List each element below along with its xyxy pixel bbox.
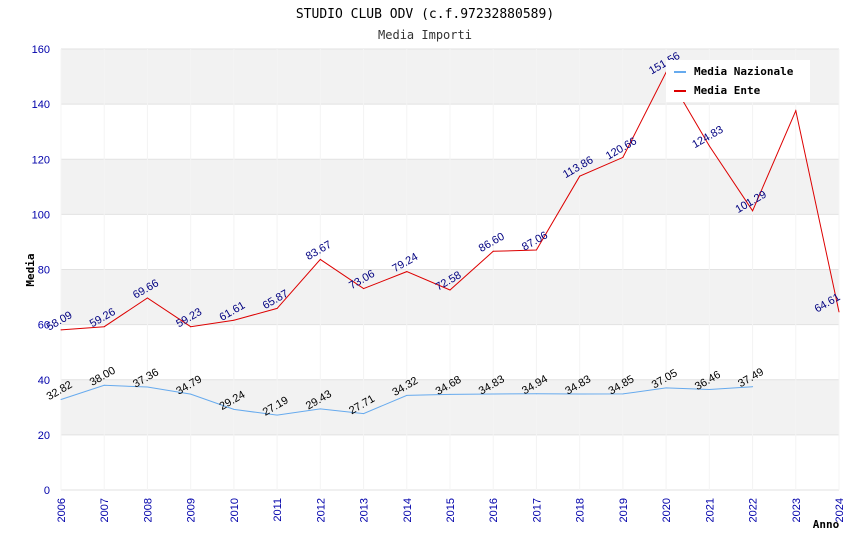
data-point bbox=[276, 307, 278, 309]
y-axis-label: Media bbox=[24, 253, 37, 286]
legend-box bbox=[666, 60, 810, 102]
legend-label-media-ente: Media Ente bbox=[694, 84, 761, 97]
x-tick-label: 2015 bbox=[445, 498, 457, 522]
y-tick-label: 140 bbox=[32, 99, 50, 111]
data-point bbox=[190, 393, 192, 395]
x-tick-label: 2021 bbox=[704, 498, 716, 522]
data-point bbox=[752, 386, 754, 388]
data-point bbox=[708, 389, 710, 391]
x-tick-label: 2010 bbox=[229, 498, 241, 522]
x-tick-label: 2017 bbox=[531, 498, 543, 522]
data-point bbox=[535, 249, 537, 251]
x-axis-label: Anno bbox=[813, 518, 840, 531]
chart-subtitle: Media Importi bbox=[378, 28, 472, 42]
data-point bbox=[665, 387, 667, 389]
data-point bbox=[276, 414, 278, 416]
legend: Media Nazionale Media Ente bbox=[666, 60, 810, 102]
x-tick-label: 2022 bbox=[748, 498, 760, 522]
data-point bbox=[363, 413, 365, 415]
data-point bbox=[708, 145, 710, 147]
x-tick-label: 2013 bbox=[359, 498, 371, 522]
data-point bbox=[449, 393, 451, 395]
y-tick-label: 100 bbox=[32, 209, 50, 221]
y-axis-ticks: 0 20 40 60 80 100 120 140 160 bbox=[32, 44, 50, 497]
data-point bbox=[449, 289, 451, 291]
data-point bbox=[103, 326, 105, 328]
x-tick-label: 2016 bbox=[488, 498, 500, 522]
data-point bbox=[60, 329, 62, 331]
legend-label-media-nazionale: Media Nazionale bbox=[694, 65, 794, 78]
x-tick-label: 2023 bbox=[791, 498, 803, 522]
y-tick-label: 60 bbox=[38, 320, 50, 332]
grid-lines bbox=[60, 48, 840, 491]
x-tick-label: 2014 bbox=[402, 498, 414, 522]
y-tick-label: 40 bbox=[38, 375, 50, 387]
y-tick-label: 160 bbox=[32, 44, 50, 56]
data-point bbox=[622, 156, 624, 158]
x-tick-label: 2008 bbox=[142, 498, 154, 522]
chart-title: STUDIO CLUB ODV (c.f.97232880589) bbox=[296, 7, 554, 22]
data-point bbox=[579, 393, 581, 395]
data-point bbox=[190, 326, 192, 328]
x-tick-label: 2024 bbox=[834, 498, 846, 522]
x-axis-ticks: 2006 2007 2008 2009 2010 2011 2012 2013 2014 2015… bbox=[56, 498, 846, 522]
data-point bbox=[103, 384, 105, 386]
data-point bbox=[579, 175, 581, 177]
data-point bbox=[795, 110, 797, 112]
data-point bbox=[622, 393, 624, 395]
x-tick-label: 2009 bbox=[186, 498, 198, 522]
x-tick-label: 2011 bbox=[272, 498, 284, 522]
x-tick-label: 2012 bbox=[315, 498, 327, 522]
data-point bbox=[233, 319, 235, 321]
x-tick-label: 2018 bbox=[575, 498, 587, 522]
data-point bbox=[233, 408, 235, 410]
data-point bbox=[319, 258, 321, 260]
data-point bbox=[406, 271, 408, 273]
x-tick-label: 2006 bbox=[56, 498, 68, 522]
x-tick-label: 2019 bbox=[618, 498, 630, 522]
y-tick-label: 80 bbox=[38, 265, 50, 277]
data-point bbox=[146, 297, 148, 299]
data-point bbox=[319, 408, 321, 410]
data-point bbox=[492, 250, 494, 252]
data-point bbox=[535, 393, 537, 395]
data-point bbox=[492, 393, 494, 395]
y-tick-label: 20 bbox=[38, 430, 50, 442]
y-tick-label: 0 bbox=[44, 485, 50, 497]
data-point bbox=[363, 288, 365, 290]
x-tick-label: 2020 bbox=[661, 498, 673, 522]
x-tick-label: 2007 bbox=[99, 498, 111, 522]
series-lines bbox=[60, 71, 840, 416]
data-point bbox=[838, 311, 840, 313]
data-point bbox=[60, 399, 62, 401]
data-point bbox=[752, 210, 754, 212]
data-point bbox=[146, 386, 148, 388]
data-point bbox=[406, 394, 408, 396]
y-tick-label: 120 bbox=[32, 154, 50, 166]
